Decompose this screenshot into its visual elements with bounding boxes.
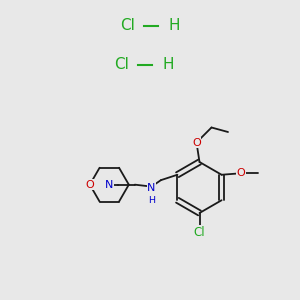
Text: H: H [148,196,155,205]
Text: N: N [147,183,155,193]
Text: O: O [192,137,201,148]
Text: Cl: Cl [120,18,135,33]
Text: H: H [162,57,174,72]
Text: H: H [168,18,180,33]
Text: O: O [85,180,94,190]
Text: Cl: Cl [114,57,129,72]
Text: O: O [237,168,245,178]
Text: N: N [105,180,113,190]
Text: Cl: Cl [194,226,205,239]
